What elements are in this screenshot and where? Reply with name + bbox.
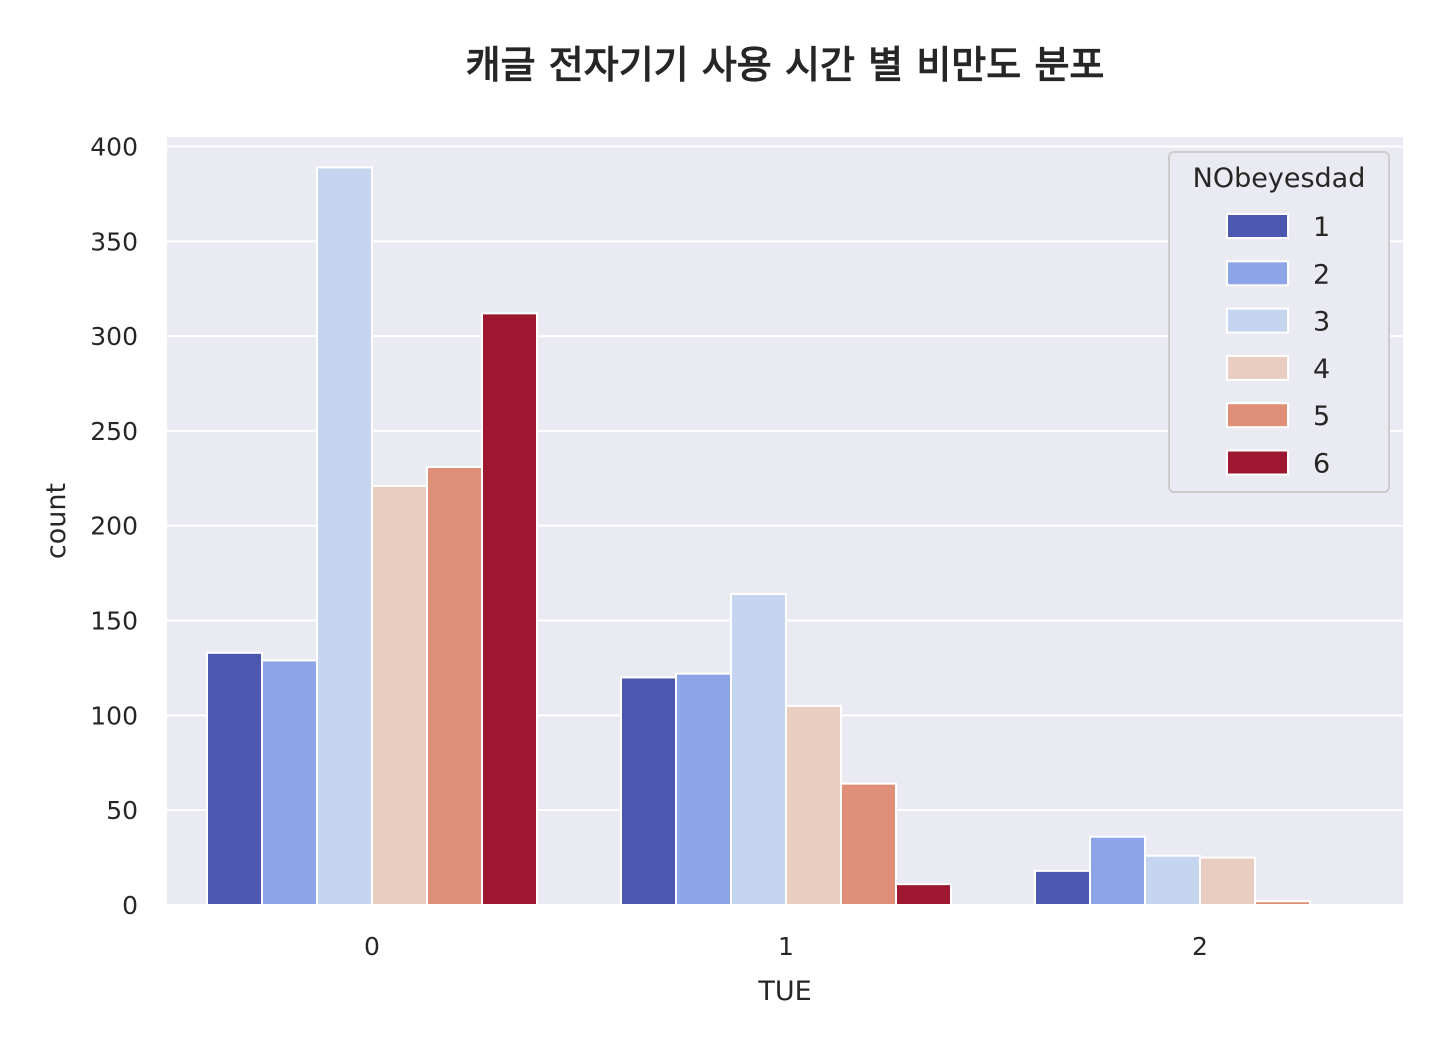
- legend-swatch-6: [1226, 449, 1289, 476]
- x-tick-label: 1: [778, 932, 794, 961]
- bar-1-2: [1034, 869, 1091, 906]
- legend-label-5: 5: [1313, 401, 1330, 432]
- y-tick-label: 200: [90, 512, 138, 541]
- legend-swatch-3: [1226, 307, 1289, 334]
- bar-4-1: [785, 704, 842, 907]
- legend-swatch-4: [1226, 354, 1289, 381]
- legend-label-3: 3: [1313, 307, 1330, 338]
- legend-label-4: 4: [1313, 354, 1330, 385]
- bar-3-1: [730, 593, 787, 906]
- legend-label-6: 6: [1313, 449, 1330, 480]
- bar-2-1: [675, 672, 732, 906]
- y-tick-label: 0: [122, 891, 138, 920]
- legend: NObeyesdad 1 2 3 4 5 6: [1168, 151, 1390, 493]
- y-tick-label: 350: [90, 227, 138, 256]
- bar-5-2: [1254, 900, 1311, 906]
- y-tick-label: 250: [90, 417, 138, 446]
- x-axis-label: TUE: [757, 976, 811, 1007]
- bar-1-1: [620, 676, 677, 907]
- bar-5-1: [840, 782, 897, 906]
- bar-6-0: [481, 312, 538, 907]
- y-axis-label: count: [41, 483, 72, 559]
- legend-label-1: 1: [1313, 212, 1330, 243]
- bar-4-0: [371, 484, 428, 906]
- bar-5-0: [426, 465, 483, 906]
- x-axis-ticks: 0 1 2: [364, 932, 1208, 961]
- legend-items: 1 2 3 4 5 6: [1226, 212, 1330, 480]
- bar-2-0: [261, 659, 318, 907]
- legend-swatch-2: [1226, 260, 1289, 287]
- bar-6-1: [895, 883, 952, 907]
- bar-4-2: [1199, 856, 1256, 906]
- bar-2-2: [1089, 835, 1146, 907]
- x-tick-label: 2: [1192, 932, 1208, 961]
- bar-3-0: [316, 166, 373, 906]
- bar-3-2: [1144, 854, 1201, 906]
- y-tick-label: 300: [90, 322, 138, 351]
- y-tick-label: 150: [90, 607, 138, 636]
- y-tick-label: 100: [90, 701, 138, 730]
- y-tick-label: 400: [90, 132, 138, 161]
- legend-swatch-1: [1226, 213, 1289, 239]
- legend-title: NObeyesdad: [1193, 163, 1366, 194]
- bars: [206, 166, 1311, 907]
- y-tick-label: 50: [106, 796, 138, 825]
- legend-label-2: 2: [1313, 259, 1330, 290]
- y-axis-ticks: 0 50 100 150 200 250 300 350 400: [90, 132, 138, 920]
- bar-1-0: [206, 651, 263, 907]
- legend-swatch-5: [1226, 402, 1289, 429]
- chart-title: 캐글 전자기기 사용 시간 별 비만도 분포: [466, 43, 1105, 87]
- x-tick-label: 0: [364, 932, 380, 961]
